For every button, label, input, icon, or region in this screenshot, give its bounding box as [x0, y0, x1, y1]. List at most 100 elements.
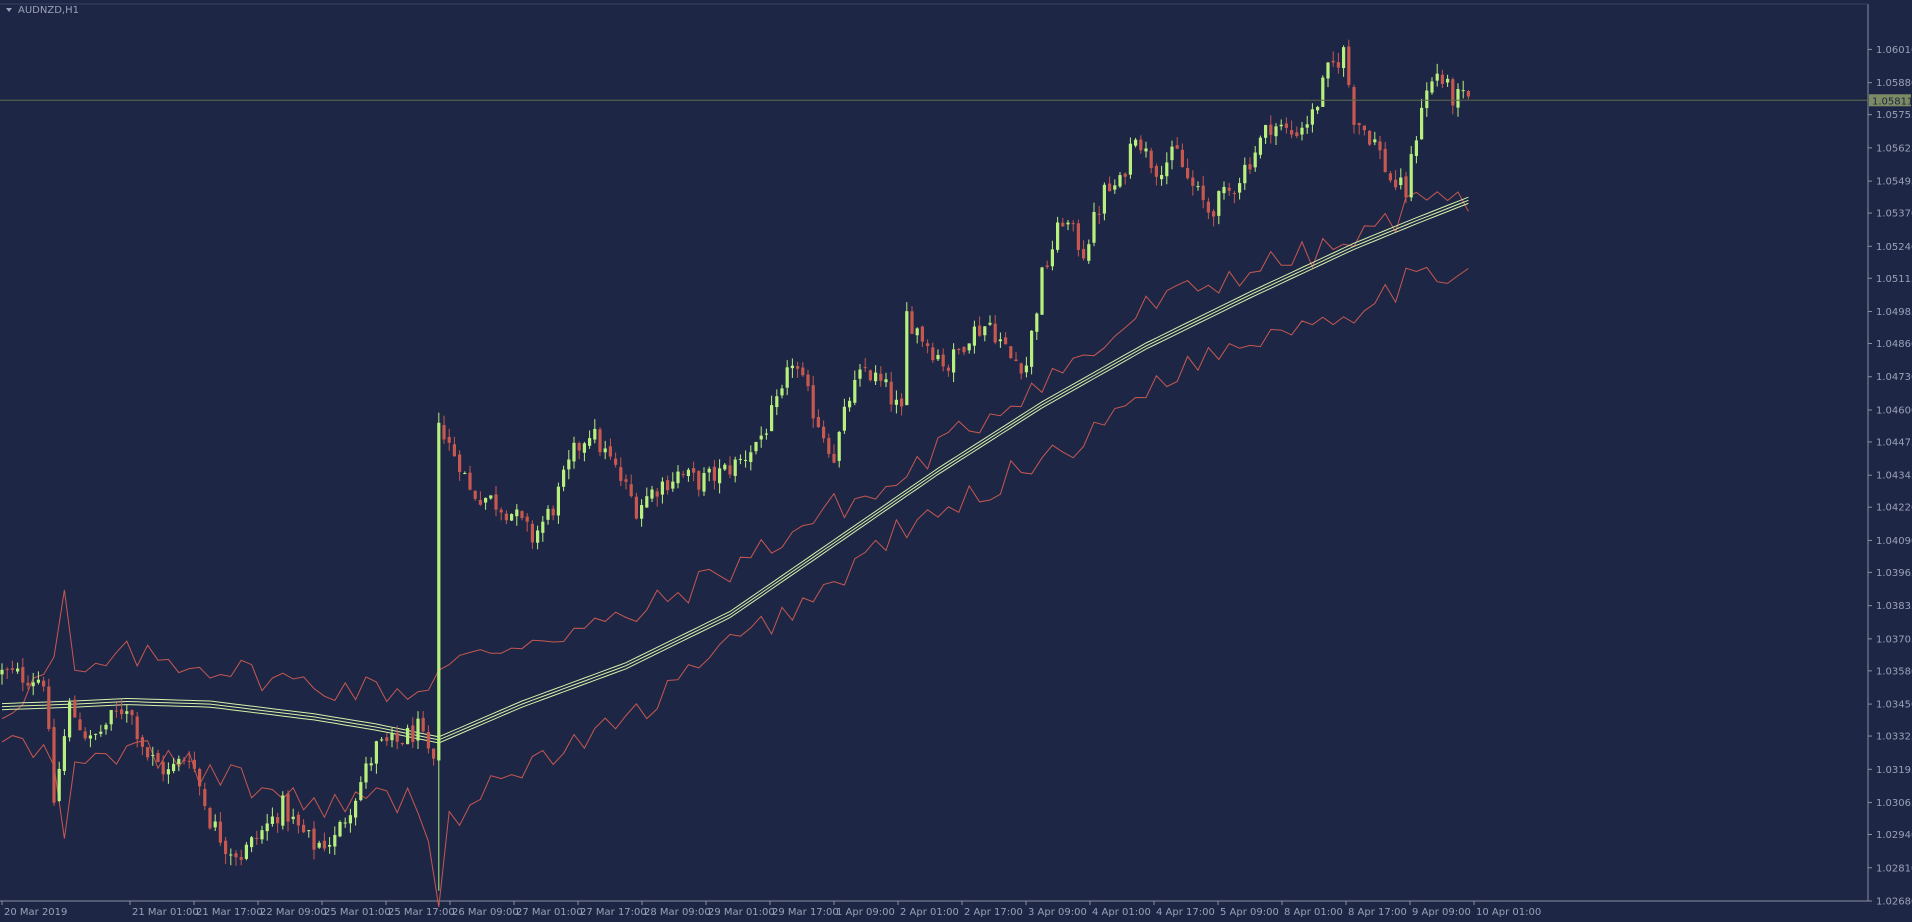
candle-body: [312, 828, 316, 850]
candle-body: [1004, 337, 1008, 345]
candle-body: [1180, 149, 1184, 167]
candle-body: [47, 686, 51, 730]
candle-body: [1170, 146, 1174, 161]
candle-body: [1201, 185, 1205, 201]
time-tick-label: 25 Mar 01:00: [324, 907, 391, 918]
price-tick-label: 1.03325: [1876, 732, 1912, 743]
candle-body: [738, 458, 742, 460]
candle-body: [73, 699, 77, 718]
candle-body: [416, 718, 420, 741]
candle-body: [296, 814, 300, 826]
candle-body: [265, 823, 269, 832]
candle-body: [120, 709, 124, 715]
candle-body: [827, 438, 831, 454]
candle-body: [749, 452, 753, 462]
candle-body: [1160, 174, 1164, 180]
candle-body: [484, 497, 488, 503]
candle-body: [936, 354, 940, 360]
time-tick-label: 27 Mar 17:00: [580, 907, 647, 918]
candle-body: [99, 731, 103, 734]
candle-body: [432, 748, 436, 759]
candle-body: [744, 460, 748, 462]
candle-body: [556, 486, 560, 516]
moving-average-line-3: [1, 196, 1469, 738]
time-tick-label: 8 Apr 01:00: [1284, 907, 1343, 918]
price-tick-label: 1.05370: [1876, 209, 1912, 220]
time-tick-label: 2 Apr 17:00: [964, 907, 1023, 918]
candle-body: [109, 710, 113, 725]
candle-body: [728, 465, 732, 475]
candle-body: [1347, 46, 1351, 85]
candle-body: [525, 516, 529, 522]
candle-body: [1430, 81, 1434, 93]
candle-body: [1466, 91, 1470, 97]
candle-body: [530, 523, 534, 543]
price-tick-label: 1.02810: [1876, 863, 1912, 874]
candle-body: [57, 768, 61, 801]
candle-body: [1321, 77, 1325, 107]
candle-body: [1253, 152, 1257, 168]
time-tick-label: 22 Mar 09:00: [260, 907, 327, 918]
candle-body: [307, 830, 311, 832]
candle-body: [614, 458, 618, 465]
candle-body: [770, 405, 774, 432]
candle-body: [785, 367, 789, 388]
candle-body: [1243, 164, 1247, 184]
candle-body: [920, 326, 924, 342]
candle-body: [1092, 212, 1096, 243]
candle-body: [494, 494, 498, 510]
candle-body: [1274, 126, 1278, 137]
candle-body: [853, 379, 857, 403]
price-tick-label: 1.05240: [1876, 242, 1912, 253]
candle-body: [1139, 139, 1143, 151]
candle-body: [1342, 47, 1346, 69]
candle-body: [619, 467, 623, 481]
candle-body: [1446, 78, 1450, 83]
time-tick-label: 21 Mar 01:00: [132, 907, 199, 918]
candle-body: [78, 719, 82, 731]
candle-body: [608, 446, 612, 457]
envelope-upper-line: [1, 191, 1469, 720]
dropdown-triangle-icon[interactable]: [6, 8, 12, 12]
candle-body: [244, 844, 248, 859]
candle-body: [140, 737, 144, 747]
candle-body: [68, 702, 72, 738]
candle-body: [884, 379, 888, 383]
candle-body: [588, 438, 592, 446]
time-tick-label: 9 Apr 09:00: [1412, 907, 1471, 918]
candle-body: [1165, 162, 1169, 177]
time-tick-label: 20 Mar 2019: [4, 907, 67, 918]
candle-body: [1368, 130, 1372, 145]
candle-body: [234, 853, 238, 858]
candle-body: [328, 844, 332, 847]
candle-body: [1019, 363, 1023, 374]
candle-body: [504, 513, 508, 521]
candle-body: [369, 763, 373, 766]
candle-body: [1118, 175, 1122, 187]
candle-body: [203, 788, 207, 807]
candle-body: [562, 469, 566, 487]
candle-body: [541, 521, 545, 533]
candle-body: [1373, 139, 1377, 143]
moving-average-line-1: [1, 202, 1469, 744]
candle-body: [837, 431, 841, 461]
candle-body: [993, 323, 997, 343]
candle-body: [645, 496, 649, 508]
candle-body: [712, 466, 716, 481]
candle-body: [1113, 185, 1117, 190]
candle-body: [26, 682, 30, 686]
candle-body: [380, 739, 384, 741]
candle-body: [1206, 201, 1210, 213]
candle-body: [801, 367, 805, 376]
price-tick-label: 1.04985: [1876, 307, 1912, 318]
candle-body: [962, 346, 966, 353]
candlesticks: [0, 39, 1470, 891]
candle-body: [1217, 191, 1221, 216]
candle-body: [536, 530, 540, 543]
candle-body: [478, 499, 482, 505]
candle-body: [858, 369, 862, 379]
candle-body: [879, 373, 883, 381]
time-tick-label: 28 Mar 09:00: [644, 907, 711, 918]
candle-body: [598, 429, 602, 453]
